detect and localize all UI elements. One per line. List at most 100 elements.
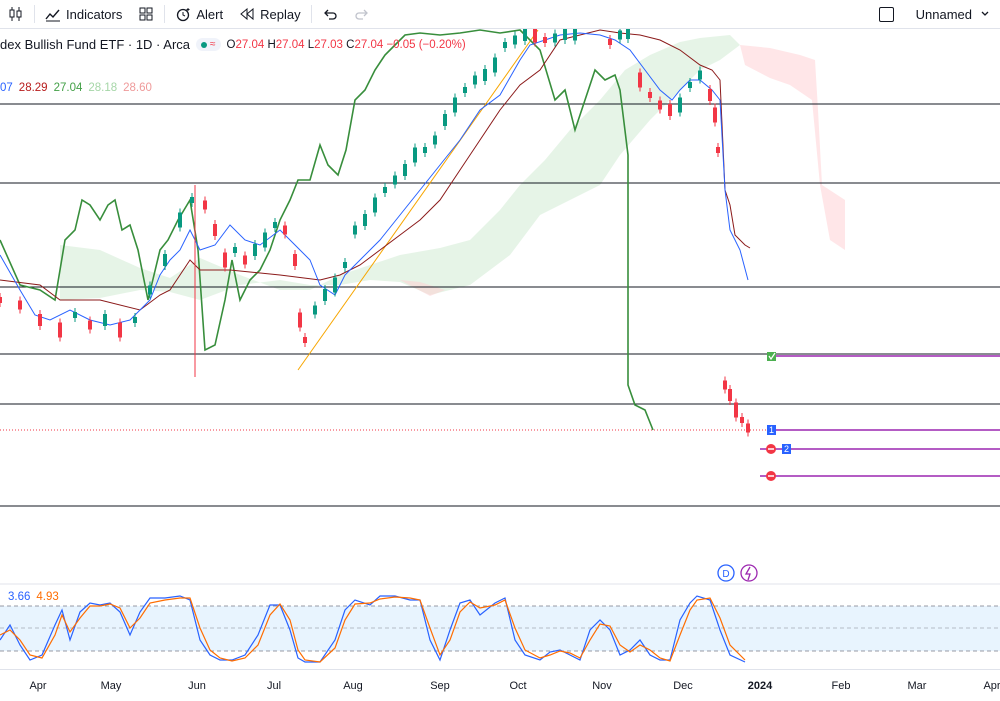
check-icon <box>768 352 776 361</box>
undo-button[interactable] <box>314 0 346 28</box>
candle-body <box>713 107 717 123</box>
candlesticks[interactable] <box>0 29 750 437</box>
replay-button[interactable]: Replay <box>231 0 308 28</box>
ichimoku-value: 07 <box>0 82 13 94</box>
ichimoku-value: 27.04 <box>53 82 83 94</box>
ichimoku-value: 28.29 <box>18 82 48 94</box>
toolbar-divider <box>164 5 166 23</box>
approx-icon: ≈ <box>210 39 216 50</box>
check-marker <box>767 352 776 361</box>
time-axis-label: Aug <box>343 680 363 692</box>
time-axis-label: Apr <box>29 680 47 692</box>
rewind-icon <box>240 7 254 21</box>
time-axis[interactable]: Apr May Jun Jul Aug Sep Oct Nov Dec 2024… <box>0 669 1000 701</box>
toolbar-divider <box>310 5 312 23</box>
alert-button[interactable]: Alert <box>167 0 231 28</box>
candle-body <box>716 147 720 153</box>
stoch-d-value: 4.93 <box>36 591 59 603</box>
candle-body <box>563 29 567 40</box>
candle-body <box>363 214 367 226</box>
time-axis-label: Jul <box>266 680 282 692</box>
time-axis-label: Apr <box>983 680 1000 692</box>
candle-body <box>313 305 317 315</box>
candle-body <box>323 289 327 301</box>
time-axis-label: 2024 <box>747 680 773 692</box>
candle-body <box>298 312 302 328</box>
layout-checkbox[interactable] <box>878 6 894 22</box>
candle-body <box>734 402 738 418</box>
candle-body <box>523 29 527 41</box>
candle-body <box>688 82 692 88</box>
candle-body <box>483 69 487 81</box>
candle-body <box>133 317 137 323</box>
candle-body <box>740 417 744 423</box>
candle-body <box>203 200 207 210</box>
dividend-marker[interactable]: D <box>717 564 735 582</box>
candle-body <box>38 314 42 326</box>
candle-body <box>668 104 672 116</box>
lagging-span-line <box>0 29 654 431</box>
candle-body <box>433 135 437 145</box>
redo-icon <box>355 9 368 20</box>
candle-body <box>728 389 732 401</box>
candle-body <box>283 225 287 235</box>
candle-body <box>273 222 277 228</box>
market-status-pill[interactable]: ≈ <box>196 38 221 51</box>
candle-body <box>103 314 107 326</box>
candle-body <box>353 225 357 235</box>
top-toolbar: Indicators Alert Replay <box>0 0 1000 29</box>
candle-body <box>118 322 122 338</box>
candle-style-button[interactable] <box>0 0 32 28</box>
redo-button[interactable] <box>346 0 378 28</box>
split-marker[interactable] <box>740 564 758 582</box>
candle-body <box>723 380 727 390</box>
candle-body <box>343 262 347 268</box>
indicators-icon <box>45 9 60 22</box>
candle-body <box>626 29 630 39</box>
candle-body <box>678 97 682 113</box>
candle-body <box>303 337 307 343</box>
time-axis-label: May <box>100 680 122 692</box>
candle-body <box>190 197 194 203</box>
market-open-dot <box>201 41 208 48</box>
candle-body <box>553 33 557 43</box>
stoch-values: 3.66 4.93 <box>0 591 59 603</box>
undo-icon <box>323 9 337 20</box>
candle-body <box>543 37 547 43</box>
price-chart[interactable]: D 1 2 <box>0 29 1000 669</box>
symbol-title[interactable]: dex Bullish Fund ETF · 1D · Arca <box>0 37 191 52</box>
candle-body <box>0 297 2 303</box>
candle-body <box>73 312 77 318</box>
candle-body <box>423 147 427 153</box>
indicators-button[interactable]: Indicators <box>37 0 130 28</box>
candle-body <box>443 114 447 126</box>
candle-body <box>698 70 702 80</box>
order-badge-1-label: 1 <box>769 425 774 435</box>
ichimoku-cloud-bearish <box>400 280 445 296</box>
candle-body <box>148 285 152 295</box>
candle-body <box>708 89 712 101</box>
candle-body <box>18 300 22 310</box>
candle-body <box>58 322 62 338</box>
horizontal-levels[interactable] <box>0 103 1000 507</box>
candle-body <box>746 423 750 433</box>
layout-selector[interactable]: Unnamed <box>878 0 990 28</box>
layouts-button[interactable] <box>130 0 162 28</box>
candle-body <box>163 254 167 266</box>
candle-body <box>178 212 182 228</box>
time-axis-label: Jun <box>188 680 206 692</box>
candle-body <box>383 187 387 193</box>
candle-body <box>453 97 457 113</box>
order-lines[interactable]: 1 2 <box>760 352 1000 481</box>
time-axis-label: Nov <box>592 680 612 692</box>
ichimoku-cloud-bullish <box>60 35 740 300</box>
candle-body <box>658 100 662 110</box>
order-badge-1 <box>767 425 776 435</box>
chart-legend[interactable]: dex Bullish Fund ETF · 1D · Arca ≈ O27.0… <box>0 37 466 52</box>
ohlc-values: O27.04 H27.04 L27.03 C27.04 −0.05 (−0.20… <box>226 38 466 51</box>
candle-body <box>648 92 652 98</box>
candle-body <box>403 164 407 176</box>
order-badge-2-label: 2 <box>784 444 789 454</box>
candle-body <box>493 57 497 73</box>
trend-line[interactable] <box>297 29 539 371</box>
